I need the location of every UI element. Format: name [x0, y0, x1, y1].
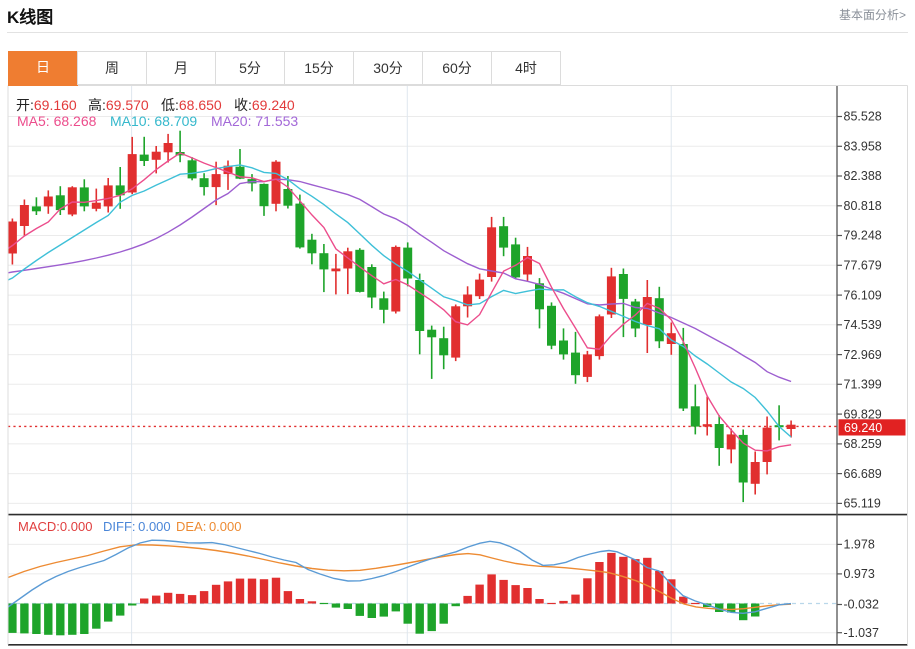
svg-text:68.259: 68.259 [844, 437, 882, 451]
svg-text:83.958: 83.958 [844, 140, 882, 154]
svg-text:82.388: 82.388 [844, 169, 882, 183]
svg-text:77.679: 77.679 [844, 259, 882, 273]
svg-text:71.399: 71.399 [844, 378, 882, 392]
svg-text:74.539: 74.539 [844, 318, 882, 332]
svg-text:76.109: 76.109 [844, 288, 882, 302]
svg-text:-0.032: -0.032 [844, 598, 879, 612]
svg-text:-1.037: -1.037 [844, 626, 879, 640]
svg-text:0.973: 0.973 [844, 567, 875, 581]
svg-text:72.969: 72.969 [844, 348, 882, 362]
svg-text:79.248: 79.248 [844, 229, 882, 243]
svg-text:65.119: 65.119 [844, 497, 881, 511]
svg-text:85.528: 85.528 [844, 110, 882, 124]
svg-text:80.818: 80.818 [844, 199, 882, 213]
svg-text:69.829: 69.829 [844, 407, 882, 421]
svg-text:66.689: 66.689 [844, 467, 882, 481]
svg-text:1.978: 1.978 [844, 538, 875, 552]
svg-text:69.240: 69.240 [844, 421, 882, 435]
